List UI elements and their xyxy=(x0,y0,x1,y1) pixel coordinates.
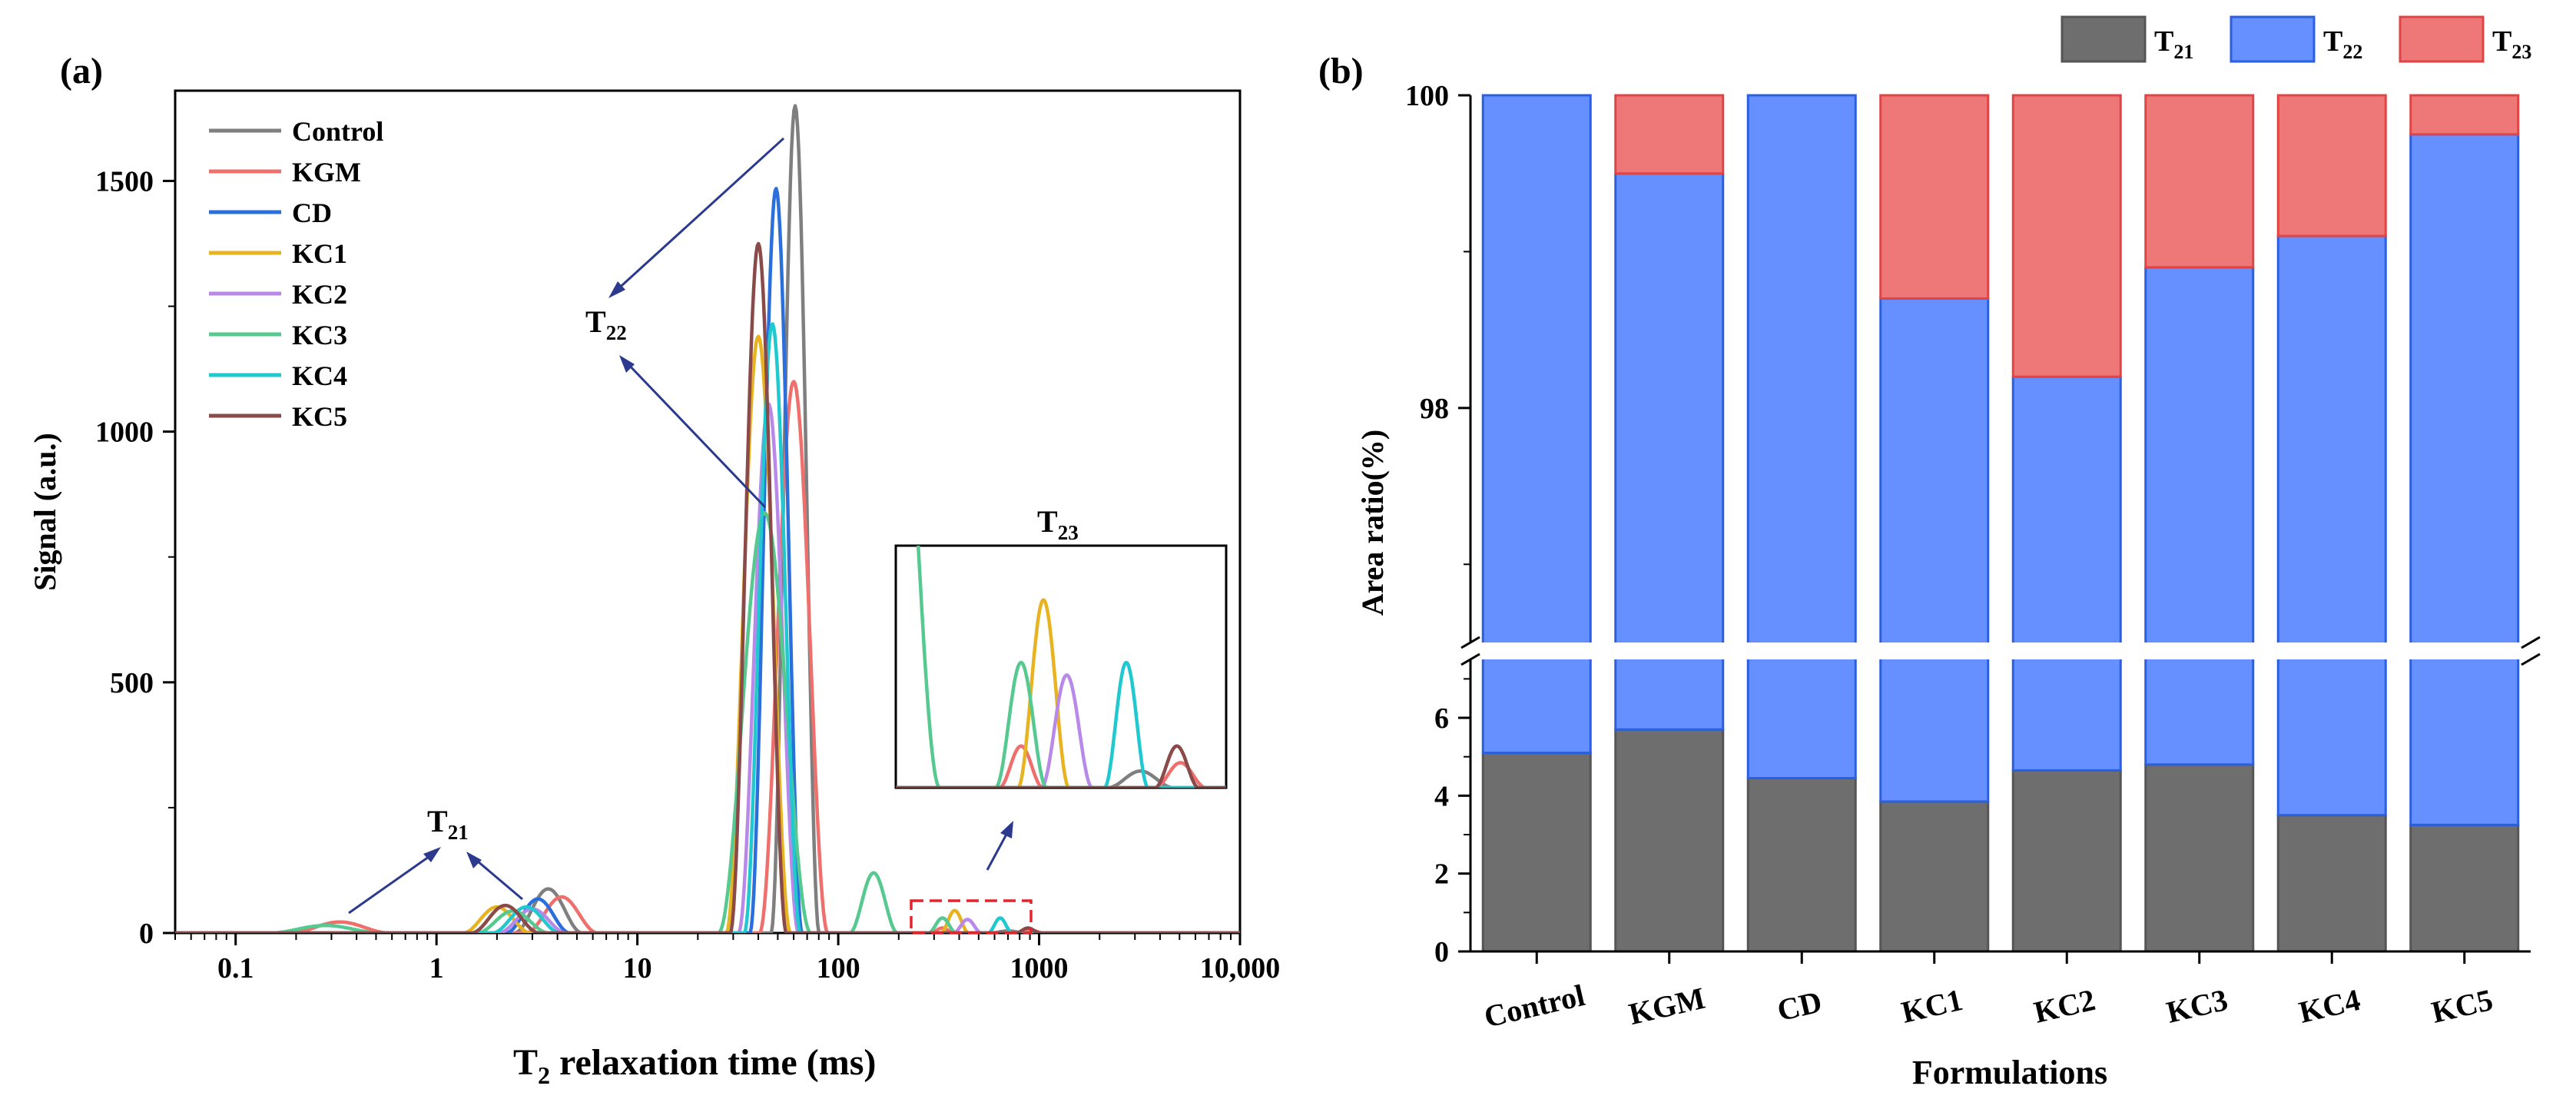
x-tick-label-kgm: KGM xyxy=(1626,981,1709,1031)
svg-text:T22: T22 xyxy=(585,304,627,344)
x-tick-label-control: Control xyxy=(1481,978,1588,1034)
bar-kc3-t21 xyxy=(2144,763,2255,953)
svg-text:T23: T23 xyxy=(1037,504,1079,544)
panel-a-y-axis-label: Signal (a.u.) xyxy=(28,433,62,591)
bar-cd-t22 xyxy=(1746,94,1857,780)
t23-inset: T23 xyxy=(894,504,1228,789)
legend-label-kc5: KC5 xyxy=(292,401,347,432)
y-tick-label: 2 xyxy=(1434,858,1449,891)
bar-kc5-t23 xyxy=(2409,94,2520,136)
annotation-t22: T22 xyxy=(585,137,785,509)
y-tick-label: 6 xyxy=(1434,702,1449,735)
legend-label-kc4: KC4 xyxy=(292,360,347,391)
inset-curve-kc5 xyxy=(896,744,1226,788)
y-tick-label: 1000 xyxy=(95,417,154,449)
annotation-t22-base: T xyxy=(585,304,606,339)
bar-kc4-t22 xyxy=(2276,234,2387,817)
y-tick-label: 4 xyxy=(1434,780,1449,812)
annotation-t21: T21 xyxy=(348,804,523,915)
panel-a-legend: Control KGM CD KC1 KC2 KC3 KC4 KC5 xyxy=(209,116,383,432)
y-tick-label: 0 xyxy=(1434,936,1449,968)
legend-label-cd: CD xyxy=(292,198,332,228)
bar-kc1-t23 xyxy=(1879,94,1990,300)
inset-curve-kgm xyxy=(896,744,1226,788)
x-tick-label-cd: CD xyxy=(1774,984,1825,1028)
legend-label-t23: T23 xyxy=(2492,25,2531,63)
annotation-t21-sub: 21 xyxy=(448,821,469,844)
svg-text:T21: T21 xyxy=(427,804,469,844)
panel-a-x-axis-label: T2 relaxation time (ms) xyxy=(513,1042,876,1089)
legend-label-t22: T22 xyxy=(2323,25,2362,63)
legend-label-kgm: KGM xyxy=(292,157,361,188)
inset-curve-kc1 xyxy=(896,598,1226,788)
bar-kc1-t22 xyxy=(1879,297,1990,803)
panel-b-y-axis-label: Area ratio(%) xyxy=(1355,430,1390,616)
legend-label-control: Control xyxy=(292,116,383,147)
bar-kc2-t23 xyxy=(2011,94,2122,378)
bar-kc4-t21 xyxy=(2276,814,2387,953)
curve-kc3 xyxy=(175,511,1240,933)
bar-control-t21 xyxy=(1481,752,1592,953)
bar-cd-t21 xyxy=(1746,777,1857,953)
legend-label-kc3: KC3 xyxy=(292,320,347,350)
panel-b-legend: T21 T22 T23 xyxy=(2060,15,2531,63)
y-tick-label: 98 xyxy=(1420,393,1449,425)
legend-label-t21: T21 xyxy=(2154,25,2193,63)
y-tick-label: 500 xyxy=(110,667,154,699)
bar-kgm-t23 xyxy=(1614,94,1725,175)
bar-kc3-t23 xyxy=(2144,94,2255,269)
axis-break-marks xyxy=(1460,636,2541,666)
bar-kc3-t22 xyxy=(2144,266,2255,766)
x-tick-label: 10 xyxy=(623,952,652,984)
t23-highlight-box xyxy=(910,899,1033,935)
inset-curves xyxy=(896,546,1226,788)
legend-swatch-t21 xyxy=(2060,15,2147,63)
panel-a-plot-frame xyxy=(174,89,1242,935)
panel-b-bars xyxy=(1481,94,2520,953)
annotation-t23-base: T xyxy=(1037,504,1058,539)
x-tick-label: 0.1 xyxy=(217,952,254,984)
panel-b-x-ticks: Control KGM CD KC1 KC2 KC3 KC4 KC5 xyxy=(1481,951,2496,1034)
bar-kc2-t22 xyxy=(2011,375,2122,772)
x-tick-label-kc3: KC3 xyxy=(2163,982,2231,1030)
y-tick-label: 1500 xyxy=(95,165,154,198)
x-tick-label-kc4: KC4 xyxy=(2296,982,2363,1030)
panel-b: (b) 0 2 4 6 98 100 Control KGM CD KC1 KC2 KC3 KC4 KC… xyxy=(1318,15,2541,1091)
legend-swatch-t22 xyxy=(2230,15,2316,63)
x-tick-label: 10,000 xyxy=(1200,952,1281,984)
panel-a-curves xyxy=(175,104,1240,933)
panel-b-x-axis-label: Formulations xyxy=(1912,1054,2107,1091)
panel-a: (a) 0.1 1 10 100 1000 10,000 0 500 1000 1500 T2 … xyxy=(28,51,1280,1089)
x-tick-label-kc5: KC5 xyxy=(2428,982,2496,1030)
legend-swatch-t23 xyxy=(2399,15,2485,63)
x-tick-label-kc2: KC2 xyxy=(2031,982,2098,1030)
annotation-t23-sub: 23 xyxy=(1058,521,1079,544)
panel-a-x-ticks: 0.1 1 10 100 1000 10,000 xyxy=(174,933,1281,984)
x-tick-label-kc1: KC1 xyxy=(1898,982,1966,1030)
bar-kc5-t21 xyxy=(2409,823,2520,953)
inset-curve-kc2 xyxy=(896,673,1226,788)
axis-break-band xyxy=(1470,642,2531,659)
bar-kgm-t21 xyxy=(1614,728,1725,953)
x-tick-label: 100 xyxy=(817,952,860,984)
x-tick-label: 1 xyxy=(429,952,444,984)
bar-kc4-t23 xyxy=(2276,94,2387,237)
panel-a-label: (a) xyxy=(60,51,103,91)
bar-kc1-t21 xyxy=(1879,800,1990,953)
panel-b-y-ticks: 0 2 4 6 98 100 xyxy=(1405,80,1470,968)
legend-label-kc2: KC2 xyxy=(292,279,347,310)
legend-label-kc1: KC1 xyxy=(292,238,347,269)
y-tick-label: 100 xyxy=(1405,80,1449,112)
y-tick-label: 0 xyxy=(139,918,154,950)
panel-b-label: (b) xyxy=(1318,51,1364,91)
annotation-t22-sub: 22 xyxy=(606,321,627,344)
curve-control xyxy=(175,104,1240,933)
bar-kc5-t22 xyxy=(2409,133,2520,826)
annotation-t21-base: T xyxy=(427,804,448,838)
bar-kc2-t21 xyxy=(2011,769,2122,953)
curve-kgm xyxy=(175,380,1240,933)
x-tick-label: 1000 xyxy=(1010,952,1069,984)
panel-a-y-ticks: 0 500 1000 1500 xyxy=(95,165,175,950)
